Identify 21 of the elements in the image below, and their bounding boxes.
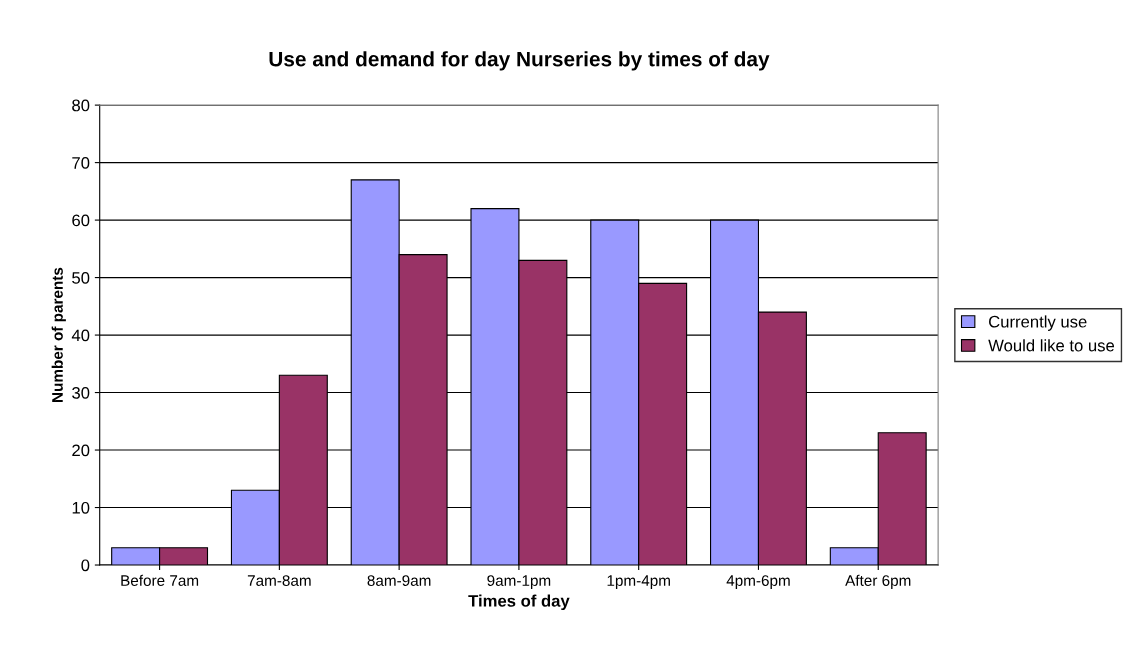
y-tick-label: 40 <box>71 329 90 342</box>
x-tick-label: 7am-8am <box>247 575 311 586</box>
x-tick-label: 1pm-4pm <box>607 575 670 589</box>
y-tick-label: 70 <box>72 157 90 169</box>
x-tick-label: 9am-1pm <box>487 575 551 589</box>
x-axis-title: Times of day <box>468 594 570 611</box>
y-tick-label: 0 <box>81 559 90 572</box>
y-tick-label: 80 <box>72 99 90 112</box>
y-axis-title: Number of parents <box>51 267 66 402</box>
y-tick-label: 60 <box>72 214 90 227</box>
x-tick-label: 8am-9am <box>367 575 431 586</box>
y-tick-label: 20 <box>72 444 90 457</box>
y-tick-label: 50 <box>72 271 90 284</box>
x-tick-label: Before 7am <box>121 574 199 586</box>
x-tick-label: 4pm-6pm <box>726 575 790 589</box>
y-tick-label: 30 <box>72 386 90 399</box>
legend-label: Currently use <box>989 315 1087 331</box>
legend-label: Would like to use <box>988 339 1115 352</box>
y-tick-label: 10 <box>72 501 90 514</box>
x-tick-label: After 6pm <box>845 574 911 589</box>
chart-title: Use and demand for day Nurseries by times of day <box>269 51 770 71</box>
